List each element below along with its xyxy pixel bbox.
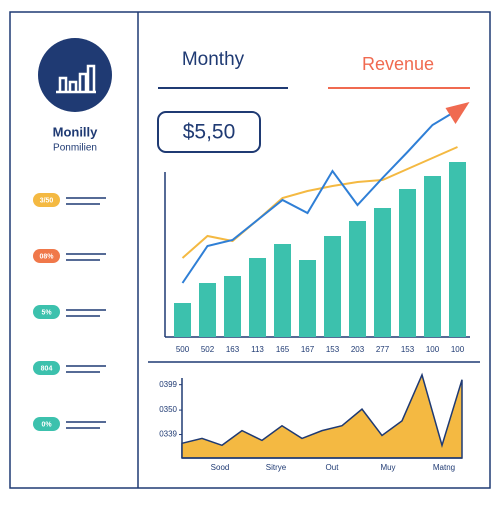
x-tick-label: 500 [176, 345, 190, 354]
x-tick-label: Muy [380, 463, 395, 472]
item-label: 3/50 [40, 197, 54, 204]
line [181, 109, 459, 284]
x-tick-label: 167 [301, 345, 315, 354]
x-tick-label: 153 [401, 345, 415, 354]
bar [424, 176, 441, 337]
y-tick-label: 0339 [159, 430, 177, 439]
kpi-box [157, 111, 261, 153]
item-pill [33, 361, 60, 375]
header-right: Revenue [362, 54, 434, 74]
item-label: 08% [39, 253, 54, 260]
logo [38, 38, 112, 112]
bar [299, 260, 316, 337]
arrow-head [445, 102, 470, 124]
header-left: Monthy [182, 49, 245, 70]
bar [224, 276, 241, 337]
x-tick-label: 113 [251, 345, 264, 354]
x-tick-label: Sood [211, 463, 230, 472]
x-tick-label: 163 [226, 345, 240, 354]
x-tick-label: 153 [326, 345, 340, 354]
area [181, 372, 463, 459]
item-label: 0% [41, 421, 52, 428]
item-pill [33, 305, 60, 319]
y-tick-label: 0350 [159, 405, 177, 414]
item-label: 5% [41, 309, 52, 316]
x-tick-label: 165 [276, 345, 290, 354]
item-pill [33, 249, 60, 263]
bar [199, 283, 216, 337]
x-tick-label: Out [326, 463, 340, 472]
x-tick-label: 203 [351, 345, 365, 354]
item-label: 804 [41, 365, 53, 372]
bar [399, 189, 416, 337]
x-tick-label: Sitrye [266, 463, 287, 472]
bar [374, 208, 391, 337]
x-tick-label: 100 [451, 345, 465, 354]
bar [324, 236, 341, 337]
x-tick-label: 100 [426, 345, 440, 354]
kpi-value: $5,50 [183, 121, 236, 144]
logo-icon [56, 64, 96, 94]
y-tick-label: 0399 [159, 380, 177, 389]
bar [349, 221, 366, 337]
x-tick-label: 277 [376, 345, 390, 354]
item-pill [33, 417, 60, 431]
sidebar-subtitle: Ponmilien [53, 143, 97, 154]
x-tick-label: Matng [433, 463, 455, 472]
bar [449, 162, 466, 337]
bar [174, 303, 191, 337]
x-tick-label: 502 [201, 345, 215, 354]
item-pill [33, 193, 60, 207]
sidebar-title: Monilly [53, 124, 99, 139]
bar [274, 244, 291, 337]
bar [249, 258, 266, 337]
